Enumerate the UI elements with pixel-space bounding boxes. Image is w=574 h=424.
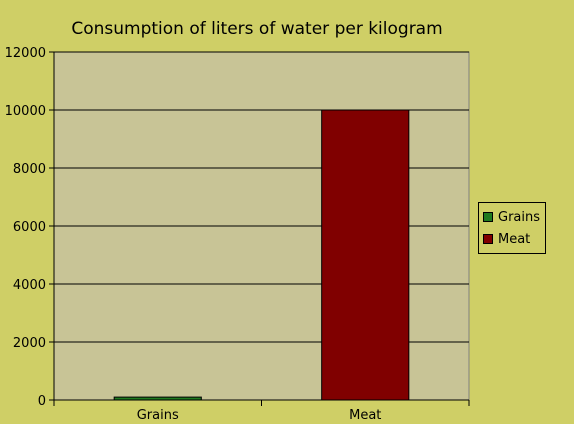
bars xyxy=(113,109,410,401)
axes xyxy=(49,51,470,406)
y-tick-label: 10000 xyxy=(5,104,46,119)
y-tick-label: 12000 xyxy=(5,46,46,61)
legend-swatch-meat xyxy=(483,234,493,244)
x-tick-label-grains: Grains xyxy=(137,408,179,423)
tick-labels: 0 2000 4000 6000 8000 10000 12000 Grains Meat xyxy=(5,46,382,423)
chart-title: Consumption of liters of water per kilog… xyxy=(71,19,443,39)
y-tick-label: 8000 xyxy=(13,162,46,177)
y-tick-label: 4000 xyxy=(13,278,46,293)
legend: Grains Meat xyxy=(478,202,546,254)
legend-item-grains: Grains xyxy=(483,206,541,228)
legend-label-grains: Grains xyxy=(498,209,541,225)
legend-item-meat: Meat xyxy=(483,228,541,250)
x-tick-label-meat: Meat xyxy=(349,408,381,423)
y-tick-label: 0 xyxy=(38,394,46,409)
y-tick-label: 6000 xyxy=(13,220,46,235)
legend-label-meat: Meat xyxy=(498,231,531,247)
legend-swatch-grains xyxy=(483,212,493,222)
bar-meat xyxy=(321,109,410,401)
y-tick-label: 2000 xyxy=(13,336,46,351)
